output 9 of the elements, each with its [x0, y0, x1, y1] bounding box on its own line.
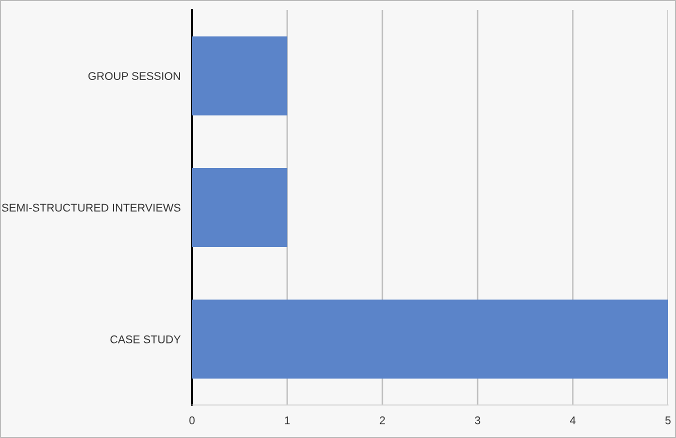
y-tick-label: GROUP SESSION	[88, 72, 180, 80]
x-tick-label: 5	[665, 416, 671, 424]
y-tick-label: SEMI-STRUCTURED INTERVIEWS	[2, 204, 180, 212]
x-tick-label: 4	[570, 416, 576, 424]
x-tick-label: 3	[474, 416, 480, 424]
x-tick-label: 2	[380, 416, 385, 424]
x-tick-label: 1	[284, 416, 290, 424]
x-tick-label: 0	[189, 416, 195, 424]
y-tick-label: CASE STUDY	[110, 335, 181, 344]
